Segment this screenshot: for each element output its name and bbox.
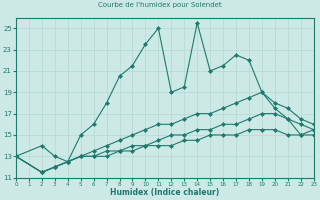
X-axis label: Humidex (Indice chaleur): Humidex (Indice chaleur)	[110, 188, 220, 197]
Text: Courbe de l'humidex pour Solendet: Courbe de l'humidex pour Solendet	[98, 2, 222, 8]
